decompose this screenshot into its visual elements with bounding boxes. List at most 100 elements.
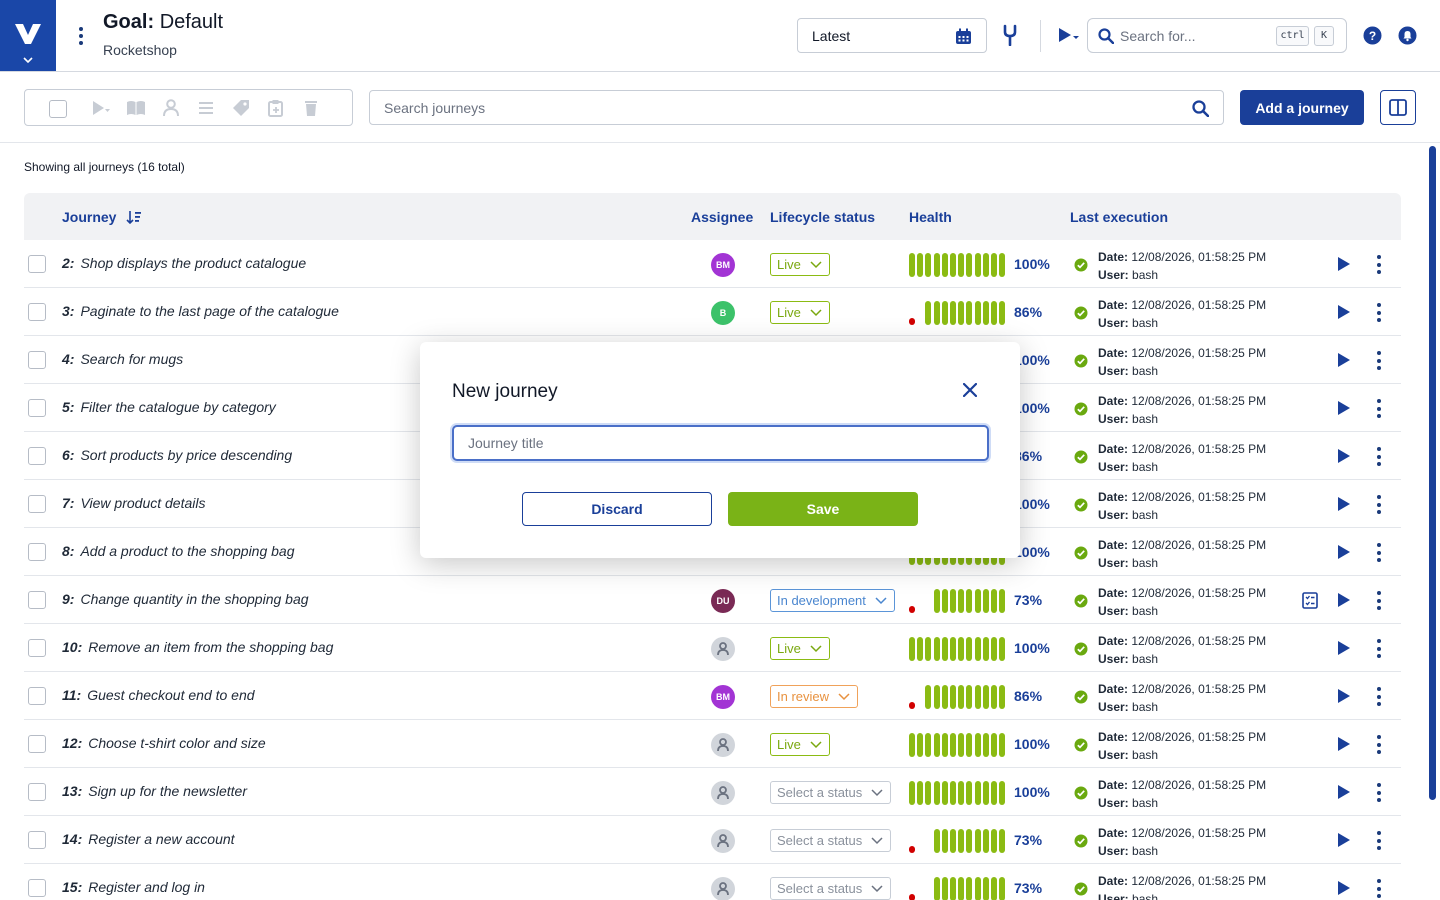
- row-menu-icon[interactable]: [1371, 831, 1387, 850]
- table-row[interactable]: 11: Guest checkout end to end BM In review 8…: [24, 672, 1401, 720]
- run-selected-icon[interactable]: [91, 99, 111, 117]
- journey-title[interactable]: 8: Add a product to the shopping bag: [62, 543, 295, 559]
- date-select[interactable]: Latest: [797, 18, 987, 53]
- row-menu-icon[interactable]: [1371, 543, 1387, 562]
- journey-title[interactable]: 10: Remove an item from the shopping bag: [62, 639, 333, 655]
- table-row[interactable]: 13: Sign up for the newsletter Select a st…: [24, 768, 1401, 816]
- play-icon[interactable]: [1337, 400, 1351, 416]
- row-checkbox[interactable]: [28, 543, 46, 561]
- journey-title[interactable]: 5: Filter the catalogue by category: [62, 399, 276, 415]
- help-icon[interactable]: ?: [1363, 26, 1382, 45]
- lifecycle-status-select[interactable]: Live: [770, 253, 830, 276]
- assignee-avatar[interactable]: BM: [711, 253, 735, 277]
- unassigned-avatar[interactable]: [711, 733, 735, 757]
- clipboard-icon[interactable]: [266, 99, 286, 117]
- row-checkbox[interactable]: [28, 447, 46, 465]
- journey-title[interactable]: 13: Sign up for the newsletter: [62, 783, 247, 799]
- journey-title-input[interactable]: [452, 425, 989, 461]
- unassigned-avatar[interactable]: [711, 781, 735, 805]
- checklist-icon[interactable]: [1302, 592, 1318, 609]
- play-icon[interactable]: [1337, 304, 1351, 320]
- row-menu-icon[interactable]: [1371, 687, 1387, 706]
- trash-icon[interactable]: [301, 99, 321, 117]
- column-assignee[interactable]: Assignee: [691, 209, 754, 225]
- toggle-panel-button[interactable]: [1380, 90, 1416, 125]
- branch-icon[interactable]: [1001, 24, 1019, 46]
- journey-search-input[interactable]: [384, 97, 1174, 119]
- row-checkbox[interactable]: [28, 303, 46, 321]
- lifecycle-status-select[interactable]: In review: [770, 685, 859, 708]
- row-checkbox[interactable]: [28, 591, 46, 609]
- play-icon[interactable]: [1337, 736, 1351, 752]
- journey-title[interactable]: 3: Paginate to the last page of the catal…: [62, 303, 339, 319]
- goal-menu-icon[interactable]: [73, 24, 89, 48]
- journey-title[interactable]: 6: Sort products by price descending: [62, 447, 292, 463]
- run-menu-icon[interactable]: [1058, 27, 1080, 43]
- assign-user-icon[interactable]: [161, 99, 181, 117]
- row-menu-icon[interactable]: [1371, 399, 1387, 418]
- row-checkbox[interactable]: [28, 351, 46, 369]
- play-icon[interactable]: [1337, 256, 1351, 272]
- discard-button[interactable]: Discard: [522, 492, 712, 526]
- assignee-avatar[interactable]: B: [711, 301, 735, 325]
- journey-search[interactable]: [369, 90, 1224, 125]
- sort-icon[interactable]: [126, 210, 142, 224]
- row-menu-icon[interactable]: [1371, 591, 1387, 610]
- row-menu-icon[interactable]: [1371, 879, 1387, 898]
- play-icon[interactable]: [1337, 544, 1351, 560]
- row-checkbox[interactable]: [28, 783, 46, 801]
- notification-bell-icon[interactable]: [1398, 26, 1417, 45]
- unassigned-avatar[interactable]: [711, 829, 735, 853]
- save-button[interactable]: Save: [728, 492, 918, 526]
- row-checkbox[interactable]: [28, 879, 46, 897]
- tag-icon[interactable]: [231, 99, 251, 117]
- play-icon[interactable]: [1337, 832, 1351, 848]
- journey-title[interactable]: 12: Choose t-shirt color and size: [62, 735, 266, 751]
- row-checkbox[interactable]: [28, 735, 46, 753]
- table-row[interactable]: 9: Change quantity in the shopping bag DU I…: [24, 576, 1401, 624]
- column-last-execution[interactable]: Last execution: [1070, 209, 1169, 225]
- journey-title[interactable]: 2: Shop displays the product catalogue: [62, 255, 306, 271]
- column-lifecycle-status[interactable]: Lifecycle status: [770, 209, 876, 225]
- row-menu-icon[interactable]: [1371, 735, 1387, 754]
- lifecycle-status-select[interactable]: Live: [770, 637, 830, 660]
- lifecycle-status-select[interactable]: Select a status: [770, 829, 892, 852]
- journey-title[interactable]: 15: Register and log in: [62, 879, 205, 895]
- play-icon[interactable]: [1337, 688, 1351, 704]
- row-menu-icon[interactable]: [1371, 351, 1387, 370]
- row-checkbox[interactable]: [28, 639, 46, 657]
- lifecycle-status-select[interactable]: Live: [770, 301, 830, 324]
- play-icon[interactable]: [1337, 592, 1351, 608]
- select-all-checkbox[interactable]: [49, 100, 67, 118]
- add-journey-button[interactable]: Add a journey: [1240, 90, 1364, 125]
- row-menu-icon[interactable]: [1371, 783, 1387, 802]
- global-search-input[interactable]: [1120, 25, 1270, 47]
- row-menu-icon[interactable]: [1371, 495, 1387, 514]
- row-checkbox[interactable]: [28, 255, 46, 273]
- row-checkbox[interactable]: [28, 495, 46, 513]
- lifecycle-status-select[interactable]: In development: [770, 589, 895, 612]
- row-menu-icon[interactable]: [1371, 303, 1387, 322]
- row-checkbox[interactable]: [28, 687, 46, 705]
- table-row[interactable]: 12: Choose t-shirt color and size Live 100%…: [24, 720, 1401, 768]
- unassigned-avatar[interactable]: [711, 637, 735, 661]
- play-icon[interactable]: [1337, 784, 1351, 800]
- lifecycle-status-select[interactable]: Live: [770, 733, 830, 756]
- table-row[interactable]: 2: Shop displays the product catalogue BM L…: [24, 240, 1401, 288]
- row-menu-icon[interactable]: [1371, 639, 1387, 658]
- row-checkbox[interactable]: [28, 399, 46, 417]
- table-row[interactable]: 15: Register and log in Select a status 73%…: [24, 864, 1401, 900]
- unassigned-avatar[interactable]: [711, 877, 735, 900]
- journey-title[interactable]: 14: Register a new account: [62, 831, 235, 847]
- app-logo-menu[interactable]: [0, 0, 56, 71]
- lifecycle-status-select[interactable]: Select a status: [770, 781, 892, 804]
- play-icon[interactable]: [1337, 448, 1351, 464]
- list-icon[interactable]: [196, 99, 216, 117]
- table-row[interactable]: 3: Paginate to the last page of the catal…: [24, 288, 1401, 336]
- row-checkbox[interactable]: [28, 831, 46, 849]
- row-menu-icon[interactable]: [1371, 255, 1387, 274]
- journey-title[interactable]: 11: Guest checkout end to end: [62, 687, 255, 703]
- journey-title[interactable]: 4: Search for mugs: [62, 351, 183, 367]
- lifecycle-status-select[interactable]: Select a status: [770, 877, 892, 900]
- play-icon[interactable]: [1337, 880, 1351, 896]
